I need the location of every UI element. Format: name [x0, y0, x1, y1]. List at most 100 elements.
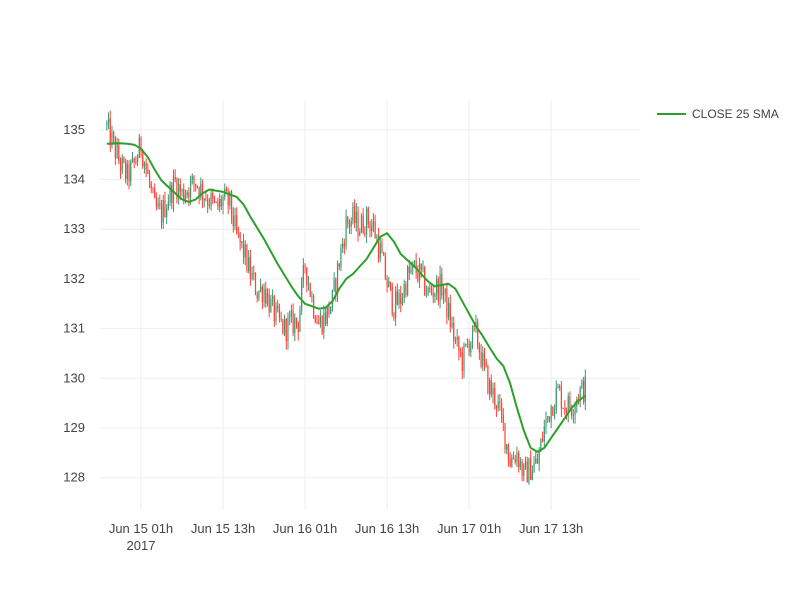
- candle-body: [326, 304, 328, 324]
- candle-body: [379, 243, 381, 259]
- candle-body: [121, 157, 123, 171]
- candle-body: [133, 158, 135, 163]
- candle-body: [495, 405, 498, 409]
- candle-body: [526, 461, 528, 483]
- candle-body: [572, 414, 574, 416]
- candle-body: [184, 195, 187, 201]
- candle-body: [466, 343, 469, 345]
- y-tick-label: 135: [63, 122, 85, 137]
- candle-body: [306, 267, 308, 285]
- candle-body: [434, 293, 436, 297]
- candle-body: [514, 459, 516, 463]
- candle-body: [521, 461, 523, 476]
- candle-body: [497, 401, 499, 409]
- candle-body: [524, 461, 527, 465]
- x-tick-label: Jun 16 13h: [355, 521, 419, 536]
- candle-body: [169, 184, 171, 203]
- candle-body: [113, 132, 115, 138]
- candle-body: [430, 289, 433, 293]
- candle-body: [507, 444, 510, 460]
- x-tick-sublabel: 2017: [127, 538, 156, 553]
- candle-body: [459, 351, 462, 353]
- candle-body: [222, 196, 224, 207]
- candle-body: [283, 318, 286, 334]
- x-tick-label: Jun 17 01h: [437, 521, 501, 536]
- candle-body: [374, 221, 376, 238]
- candle-body: [280, 317, 282, 320]
- candle-body: [432, 292, 434, 297]
- candle-body: [444, 288, 446, 294]
- candle-body: [241, 241, 243, 243]
- candle-body: [266, 293, 269, 304]
- candle-body: [360, 215, 363, 233]
- candle-body: [244, 244, 246, 258]
- candle-body: [499, 401, 501, 404]
- candle-body: [324, 312, 327, 324]
- candle-body: [176, 179, 178, 199]
- candle-body: [220, 198, 222, 207]
- candle-body: [523, 464, 525, 476]
- candle-body: [461, 352, 463, 371]
- candle-body: [239, 232, 241, 243]
- candle-body: [331, 290, 334, 307]
- candle-body: [167, 202, 169, 209]
- candle-body: [540, 439, 542, 452]
- candle-body: [553, 409, 556, 416]
- candle-body: [451, 322, 453, 327]
- candle-body: [314, 316, 316, 323]
- candle-body: [425, 293, 427, 295]
- candle-body: [583, 380, 585, 402]
- candle-body: [354, 206, 356, 224]
- y-tick-label: 132: [63, 271, 85, 286]
- candle-body: [106, 123, 108, 125]
- candle-body: [555, 387, 557, 410]
- candle-body: [275, 305, 277, 321]
- candle-body: [473, 325, 475, 327]
- candle-body: [357, 211, 359, 236]
- candle-body: [403, 284, 405, 299]
- candle-body: [195, 183, 197, 187]
- legend-label-sma: CLOSE 25 SMA: [692, 107, 779, 121]
- candle-body: [550, 406, 552, 422]
- candle-body: [528, 458, 530, 483]
- candle-body: [157, 203, 159, 207]
- candle-body: [193, 176, 195, 184]
- candle-body: [251, 272, 253, 279]
- candle-body: [263, 288, 265, 302]
- candle-body: [135, 162, 137, 164]
- candle-body: [454, 340, 457, 342]
- candle-body: [292, 310, 294, 334]
- candle-body: [166, 208, 168, 217]
- candle-body: [362, 215, 364, 233]
- candle-body: [198, 187, 200, 198]
- candle-body: [295, 317, 298, 323]
- candle-body: [210, 193, 212, 207]
- candle-body: [131, 158, 134, 163]
- candle-body: [581, 380, 583, 388]
- candle-body: [559, 385, 561, 389]
- candle-body: [215, 201, 217, 203]
- candle-body: [217, 201, 219, 208]
- candle-body: [200, 183, 202, 198]
- candle-body: [557, 385, 559, 388]
- candle-body: [319, 316, 322, 325]
- candle-body: [203, 198, 205, 200]
- candle-body: [543, 426, 545, 441]
- candle-body: [242, 241, 245, 258]
- candle-body: [569, 396, 571, 409]
- candle-body: [270, 298, 272, 313]
- candle-body: [237, 232, 240, 234]
- legend[interactable]: CLOSE 25 SMA: [657, 107, 779, 121]
- candle-body: [567, 396, 569, 414]
- candle-body: [297, 322, 299, 332]
- axis-layer: 128 129 130 131 132 133 134 135 Jun 15 01h 2017 Ju…: [63, 122, 583, 553]
- candle-body: [446, 288, 448, 318]
- candle-body: [453, 322, 455, 341]
- candle-body: [422, 267, 424, 270]
- candle-body: [548, 416, 551, 422]
- candle-body: [186, 192, 188, 196]
- candle-body: [383, 253, 385, 256]
- candle-body: [249, 257, 251, 279]
- candle-body: [564, 408, 566, 412]
